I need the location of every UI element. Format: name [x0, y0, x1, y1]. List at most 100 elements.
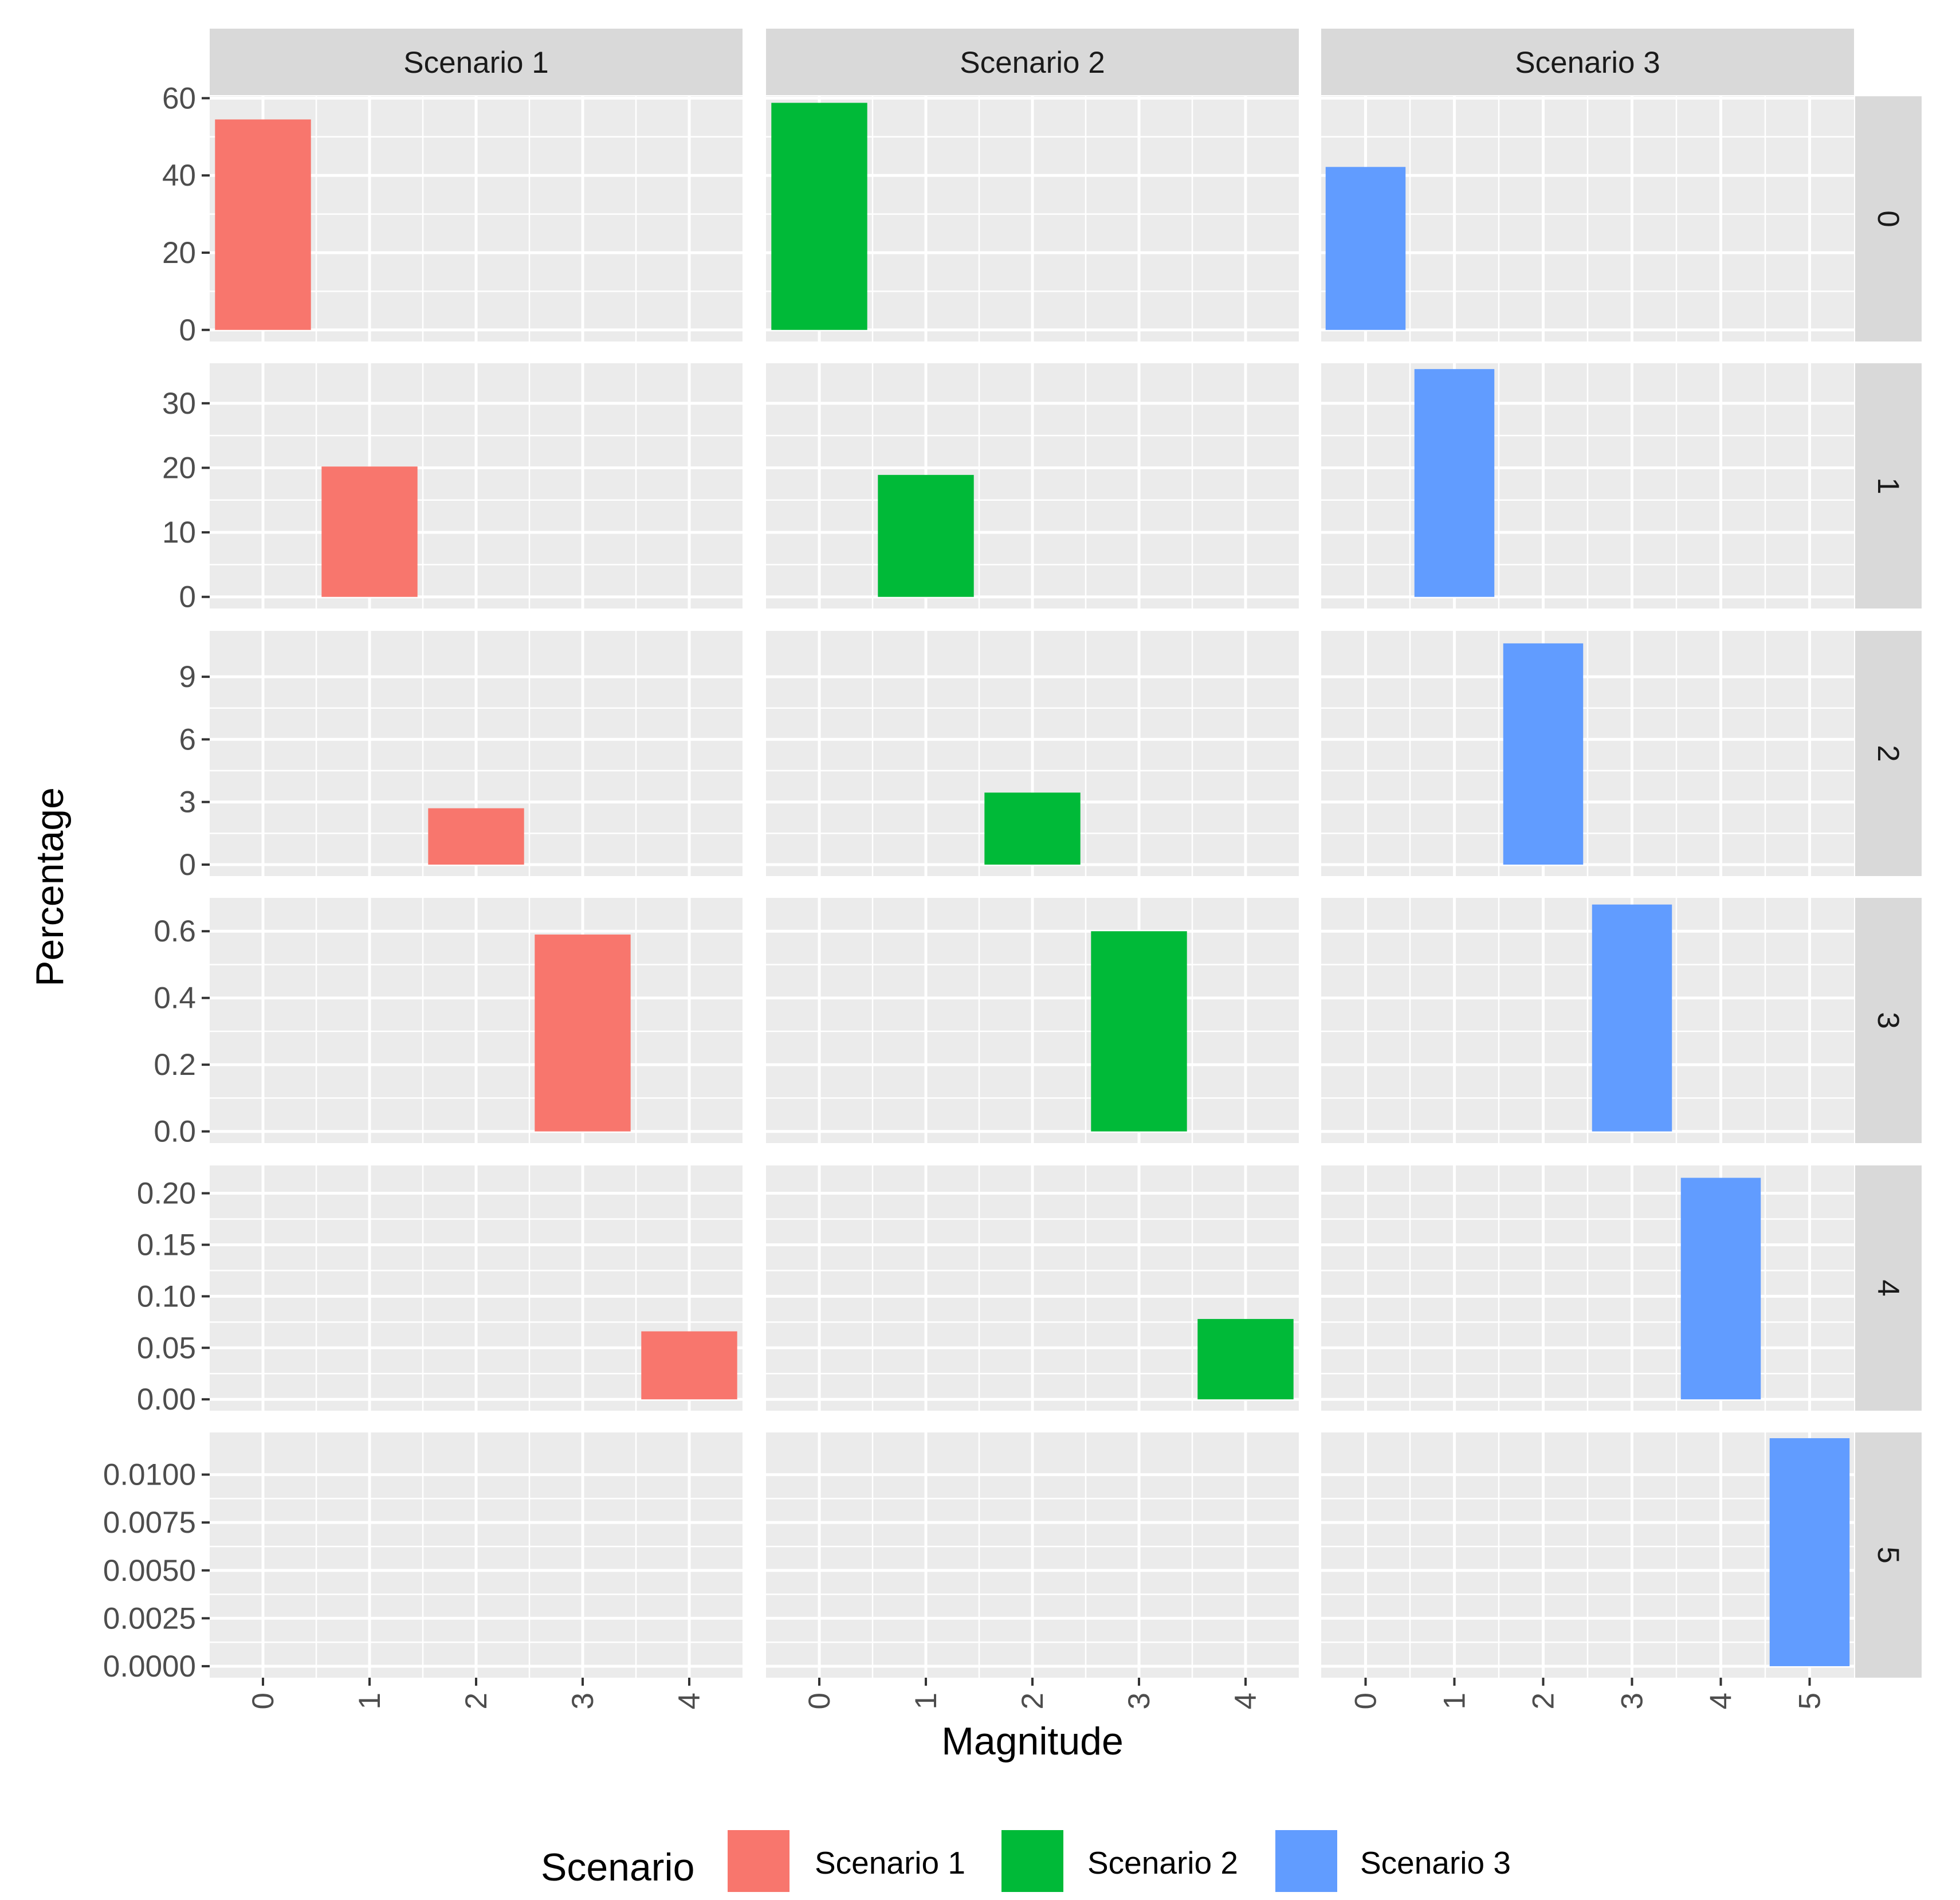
y-tick-label: 9 [179, 660, 196, 694]
y-tick-label: 0.15 [137, 1228, 196, 1262]
y-tick-label: 0 [179, 313, 196, 347]
y-tick-label: 40 [162, 159, 196, 193]
y-tick-label: 6 [179, 723, 196, 756]
y-tick-label: 0 [179, 848, 196, 882]
x-tick-label: 1 [1438, 1693, 1472, 1709]
y-tick-label: 0.10 [137, 1279, 196, 1313]
row-strip [1855, 1165, 1922, 1411]
x-tick-label: 4 [673, 1693, 706, 1709]
x-tick-label: 4 [1704, 1693, 1738, 1709]
facet-panels: Scenario 1 Scenario 2 Scenario 30123450204… [103, 29, 1922, 1709]
bar [1197, 1318, 1294, 1400]
bar [1503, 643, 1584, 865]
y-tick-label: 60 [162, 81, 196, 115]
legend-item-scenario-1: Scenario 1 [728, 1830, 965, 1892]
x-tick-label: 1 [353, 1693, 387, 1709]
facet-panel [766, 96, 1299, 341]
facet-panel [210, 96, 743, 341]
row-strip [1855, 898, 1922, 1143]
y-tick-label: 0.6 [154, 914, 196, 948]
row-strip [1855, 631, 1922, 876]
y-tick-label: 0.0 [154, 1115, 196, 1149]
legend-item-scenario-2: Scenario 2 [1001, 1830, 1238, 1892]
y-tick-label: 20 [162, 236, 196, 270]
facet-panel [1321, 1165, 1854, 1411]
y-tick-label: 0.20 [137, 1177, 196, 1211]
x-tick-label: 2 [1016, 1693, 1050, 1709]
x-tick-label: 2 [459, 1693, 493, 1709]
bar [641, 1331, 737, 1400]
bar [1325, 167, 1406, 330]
bar [984, 792, 1081, 865]
facet-panel [210, 631, 743, 876]
bar [771, 103, 867, 330]
legend-key-scenario-3 [1275, 1830, 1337, 1892]
bar [215, 119, 311, 330]
facet-panel [210, 1432, 743, 1678]
facet-panel [210, 363, 743, 609]
y-tick-label: 0.0000 [103, 1650, 196, 1683]
bar [1592, 904, 1672, 1132]
facet-panel [766, 1432, 1299, 1678]
row-strip-label: 4 [1871, 1279, 1905, 1296]
facet-panel [1321, 96, 1854, 341]
y-tick-label: 0.0025 [103, 1601, 196, 1635]
y-tick-label: 30 [162, 387, 196, 421]
row-strip-label: 1 [1871, 477, 1905, 494]
facet-panel [210, 898, 743, 1143]
column-strip-label: Scenario 1 [403, 46, 548, 80]
column-strip-label: Scenario 3 [1515, 46, 1660, 80]
legend-key-scenario-1 [728, 1830, 790, 1892]
facet-panel [766, 363, 1299, 609]
x-axis-title: Magnitude [941, 1720, 1124, 1763]
x-tick-label: 2 [1527, 1693, 1561, 1709]
bar [428, 808, 524, 865]
bar [535, 935, 631, 1132]
row-strip-label: 0 [1871, 210, 1905, 227]
facet-panel [766, 631, 1299, 876]
facet-panel [210, 1165, 743, 1411]
legend-key-scenario-2 [1001, 1830, 1063, 1892]
y-tick-label: 0.4 [154, 982, 196, 1015]
y-tick-label: 10 [162, 516, 196, 549]
x-tick-label: 4 [1229, 1693, 1263, 1709]
y-tick-label: 0.0075 [103, 1506, 196, 1540]
bar [1091, 931, 1187, 1132]
legend: Scenario Scenario 1 Scenario 2 Scenario … [541, 1830, 1511, 1892]
y-tick-label: 3 [179, 786, 196, 819]
row-strip [1855, 96, 1922, 341]
legend-item-scenario-3: Scenario 3 [1275, 1830, 1511, 1892]
y-tick-label: 0.2 [154, 1048, 196, 1082]
column-strip [766, 29, 1299, 95]
facet-panel [1321, 898, 1854, 1143]
column-strip [210, 29, 743, 95]
y-tick-label: 0.0050 [103, 1554, 196, 1588]
x-tick-label: 0 [1349, 1693, 1383, 1709]
bar [1414, 369, 1495, 597]
column-strip [1321, 29, 1854, 95]
row-strip-label: 3 [1871, 1012, 1905, 1028]
facet-panel [1321, 631, 1854, 876]
facet-panel [766, 898, 1299, 1143]
legend-label-scenario-1: Scenario 1 [815, 1845, 965, 1881]
x-tick-label: 3 [566, 1693, 600, 1709]
x-tick-label: 3 [1616, 1693, 1649, 1709]
facet-panel [766, 1165, 1299, 1411]
y-axis-title: Percentage [28, 787, 72, 987]
legend-label-scenario-3: Scenario 3 [1360, 1845, 1511, 1881]
x-tick-label: 0 [246, 1693, 280, 1709]
legend-label-scenario-2: Scenario 2 [1087, 1845, 1238, 1881]
x-tick-label: 0 [803, 1693, 836, 1709]
row-strip-label: 2 [1871, 745, 1905, 761]
x-tick-label: 5 [1793, 1693, 1827, 1709]
bar [1680, 1177, 1761, 1400]
y-tick-label: 0 [179, 580, 196, 614]
y-tick-label: 0.05 [137, 1331, 196, 1365]
facet-panel [1321, 1432, 1854, 1678]
row-strip-label: 5 [1871, 1546, 1905, 1563]
x-tick-label: 3 [1122, 1693, 1156, 1709]
bar [878, 474, 974, 597]
bar [1769, 1438, 1850, 1666]
